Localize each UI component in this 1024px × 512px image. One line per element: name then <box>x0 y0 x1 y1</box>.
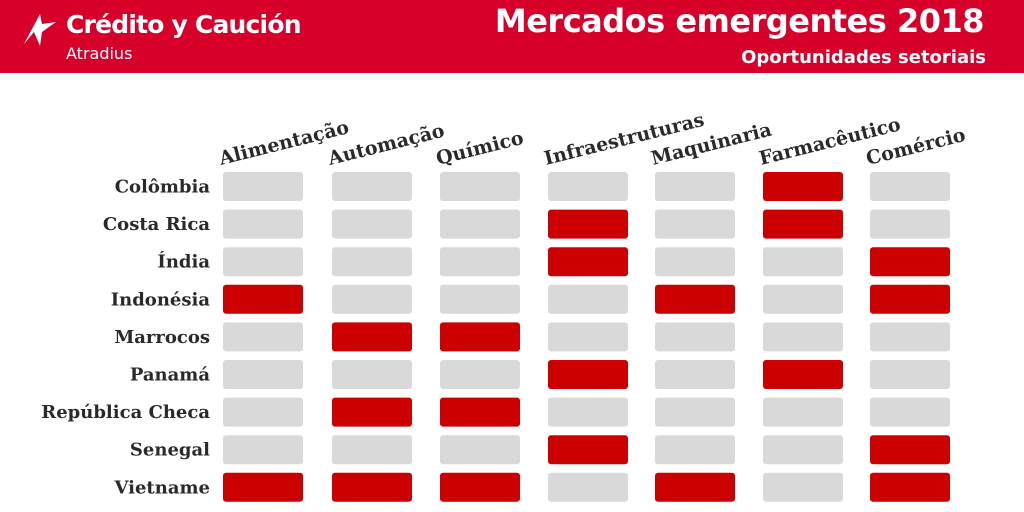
cell-empty <box>548 284 628 314</box>
cell-empty <box>440 172 520 201</box>
cell-empty <box>870 360 950 389</box>
cell-empty <box>223 247 303 277</box>
row-label: República Checa <box>41 402 210 423</box>
cell-opportunity <box>548 209 628 239</box>
cell-opportunity <box>870 284 950 314</box>
row-label: Panamá <box>130 365 211 386</box>
cell-empty <box>655 209 735 239</box>
cell-empty <box>763 472 843 502</box>
cell-empty <box>223 209 303 239</box>
cell-opportunity <box>440 397 520 427</box>
cell-empty <box>332 209 412 239</box>
cell-empty <box>332 435 412 465</box>
cell-empty <box>763 322 843 352</box>
cell-empty <box>440 435 520 465</box>
cell-empty <box>223 397 303 427</box>
cell-empty <box>223 322 303 352</box>
cell-opportunity <box>548 435 628 465</box>
column-label: Químico <box>434 127 526 170</box>
cell-empty <box>870 397 950 427</box>
cell-empty <box>763 284 843 314</box>
page-subtitle: Oportunidades setoriais <box>741 47 986 68</box>
brand-subname: Atradius <box>66 44 133 63</box>
cell-opportunity <box>440 322 520 352</box>
row-label: Senegal <box>130 440 210 461</box>
cell-opportunity <box>870 472 950 502</box>
cell-opportunity <box>548 360 628 389</box>
cell-empty <box>223 435 303 465</box>
cell-opportunity <box>763 172 843 201</box>
cell-empty <box>440 360 520 389</box>
cell-empty <box>548 322 628 352</box>
cell-empty <box>870 209 950 239</box>
cell-empty <box>440 247 520 277</box>
row-label: Vietname <box>113 477 210 498</box>
cell-empty <box>763 435 843 465</box>
cell-empty <box>655 397 735 427</box>
cell-opportunity <box>763 209 843 239</box>
cell-empty <box>332 360 412 389</box>
cell-empty <box>655 247 735 277</box>
cell-opportunity <box>223 284 303 314</box>
row-label: Índia <box>157 250 210 273</box>
cell-empty <box>440 284 520 314</box>
cell-opportunity <box>440 472 520 502</box>
cell-empty <box>655 322 735 352</box>
cell-opportunity <box>763 360 843 389</box>
cell-empty <box>332 284 412 314</box>
row-label: Indonésia <box>111 289 211 310</box>
row-label: Marrocos <box>114 327 210 348</box>
cell-empty <box>655 172 735 201</box>
cell-empty <box>223 172 303 201</box>
cell-empty <box>655 435 735 465</box>
brand-logo[interactable]: Crédito y Caución Atradius <box>20 6 340 68</box>
header-banner: Crédito y Caución Atradius Mercados emer… <box>0 0 1024 73</box>
cell-opportunity <box>223 472 303 502</box>
cell-empty <box>655 360 735 389</box>
cell-opportunity <box>548 247 628 277</box>
cell-empty <box>548 397 628 427</box>
cell-opportunity <box>655 472 735 502</box>
brand-name: Crédito y Caución <box>66 10 302 39</box>
cell-opportunity <box>655 284 735 314</box>
cell-empty <box>870 322 950 352</box>
cell-empty <box>548 472 628 502</box>
cell-empty <box>440 209 520 239</box>
cell-opportunity <box>870 435 950 465</box>
row-label: Costa Rica <box>103 214 210 235</box>
cell-empty <box>332 172 412 201</box>
row-label: Colômbia <box>115 177 211 198</box>
page-title: Mercados emergentes 2018 <box>494 2 985 40</box>
cell-empty <box>223 360 303 389</box>
cell-empty <box>548 172 628 201</box>
cell-empty <box>763 247 843 277</box>
cell-empty <box>870 172 950 201</box>
cell-opportunity <box>332 397 412 427</box>
logo-arrow-icon <box>24 14 56 46</box>
cell-empty <box>763 397 843 427</box>
cell-opportunity <box>870 247 950 277</box>
cell-empty <box>332 247 412 277</box>
cell-opportunity <box>332 472 412 502</box>
cell-opportunity <box>332 322 412 352</box>
